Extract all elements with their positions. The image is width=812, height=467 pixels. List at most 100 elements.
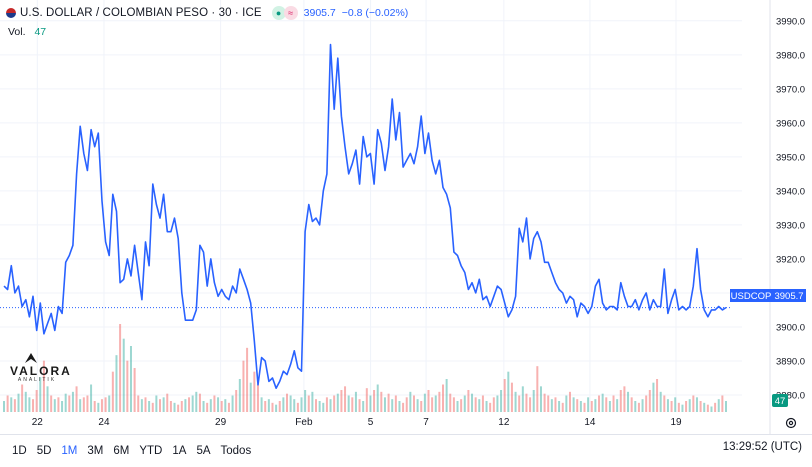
volume-bar <box>213 395 216 412</box>
symbol-title[interactable]: U.S. DOLLAR / COLOMBIAN PESO · 30 · ICE <box>20 7 262 19</box>
volume-bar <box>449 393 452 412</box>
gear-icon[interactable] <box>784 416 798 430</box>
data-delay-icon[interactable]: ≈ <box>283 6 298 20</box>
volume-bar <box>32 399 35 412</box>
volume-bar <box>173 402 176 412</box>
y-tick-label: 3920.0 <box>776 254 805 265</box>
volume-bar <box>329 399 332 412</box>
range-1a-button[interactable]: 1A <box>172 445 187 457</box>
volume-bar <box>608 401 611 412</box>
volume-bar <box>500 390 503 412</box>
x-tick-label: Feb <box>295 417 313 428</box>
volume-bar <box>369 395 372 412</box>
volume-bar <box>217 397 220 412</box>
y-tick-label: 3940.0 <box>776 186 805 197</box>
volume-bar <box>503 379 506 412</box>
volume-bar <box>242 360 245 412</box>
time-axis[interactable]: 22 24 29 Feb 5 7 12 14 19 <box>32 417 682 428</box>
y-tick-label: 3890.0 <box>776 356 805 367</box>
volume-bar <box>206 402 209 412</box>
logo-sub: ANALITIK <box>17 377 57 383</box>
y-tick-label: 3980.0 <box>776 50 805 61</box>
range-all-button[interactable]: Todos <box>220 445 252 457</box>
volume-bar <box>140 399 143 412</box>
volume-bar <box>6 395 9 412</box>
volume-bar <box>507 371 510 412</box>
volume-bar <box>474 397 477 412</box>
volume-bar <box>561 402 564 412</box>
volume-bar <box>188 397 191 412</box>
chart-header: U.S. DOLLAR / COLOMBIAN PESO · 30 · ICE … <box>6 4 408 22</box>
volume-bar <box>572 397 575 412</box>
volume-bar <box>616 399 619 412</box>
x-tick-label: 19 <box>670 417 682 428</box>
volume-bar <box>380 391 383 412</box>
volume-bar <box>166 393 169 412</box>
range-6m-button[interactable]: 6M <box>113 445 130 457</box>
range-3m-button[interactable]: 3M <box>87 445 104 457</box>
volume-bar <box>275 404 278 412</box>
range-1m-button[interactable]: 1M <box>61 445 78 457</box>
range-ytd-button[interactable]: YTD <box>139 445 163 457</box>
volume-bar <box>119 324 122 412</box>
volume-bar <box>3 401 5 412</box>
volume-bar <box>133 368 136 412</box>
volume-bar <box>471 393 474 412</box>
volume-bar <box>427 390 430 412</box>
range-1d-button[interactable]: 1D <box>12 445 27 457</box>
volume-bar <box>122 338 125 412</box>
volume-bar <box>438 391 441 412</box>
last-price-value: 3905.7 <box>303 7 336 19</box>
price-chart[interactable]: 3880.03890.03900.03910.03920.03930.03940… <box>0 0 812 434</box>
volume-bar <box>224 399 227 412</box>
volume-bar <box>699 401 702 412</box>
volume-bar <box>129 346 132 412</box>
logo-mark-icon <box>25 353 37 363</box>
y-tick-label: 3970.0 <box>776 84 805 95</box>
volume-bar <box>108 395 111 412</box>
range-5d-button[interactable]: 5D <box>36 445 52 457</box>
volume-bar <box>238 379 241 412</box>
x-tick-label: 29 <box>215 417 227 428</box>
volume-bar <box>663 395 666 412</box>
market-status[interactable]: ● ≈ <box>271 6 298 20</box>
market-open-icon[interactable]: ● <box>271 6 286 20</box>
price-axis[interactable]: 3880.03890.03900.03910.03920.03930.03940… <box>769 0 805 434</box>
volume-bar <box>674 397 677 412</box>
volume-bar <box>431 397 434 412</box>
volume-bar <box>612 395 615 412</box>
volume-bar <box>420 401 423 412</box>
volume-bar <box>685 401 688 412</box>
volume-bar <box>703 402 706 412</box>
volume-bar <box>227 402 230 412</box>
volume-bar <box>681 404 684 412</box>
volume-bar <box>481 395 484 412</box>
last-price-badge-label: 3905.7 <box>774 291 803 302</box>
volume-bar <box>565 395 568 412</box>
x-tick-label: 7 <box>423 417 429 428</box>
volume-bar <box>714 402 717 412</box>
volume-bar <box>271 402 274 412</box>
volume-bar <box>601 393 604 412</box>
range-5a-button[interactable]: 5A <box>196 445 211 457</box>
volume-bar <box>485 401 488 412</box>
volume-bar <box>529 397 532 412</box>
volume-bar <box>97 402 100 412</box>
volume-bar <box>456 401 459 412</box>
price-change: −0.8 (−0.02%) <box>341 7 409 19</box>
volume-bar <box>717 399 720 412</box>
volume-bar <box>402 402 405 412</box>
clock[interactable]: 13:29:52 (UTC) <box>722 441 802 453</box>
volume-bar <box>64 393 67 412</box>
volume-bar <box>115 355 118 412</box>
volume-bar <box>383 397 386 412</box>
volume-bar <box>148 401 151 412</box>
volume-bar <box>278 401 281 412</box>
volume-bar <box>162 397 165 412</box>
volume-bar <box>282 397 285 412</box>
volume-bar <box>159 399 162 412</box>
volume-bar <box>510 382 513 412</box>
volume-bar <box>293 399 296 412</box>
logo-name: VALORA <box>10 364 72 378</box>
chart-grid <box>0 0 742 412</box>
